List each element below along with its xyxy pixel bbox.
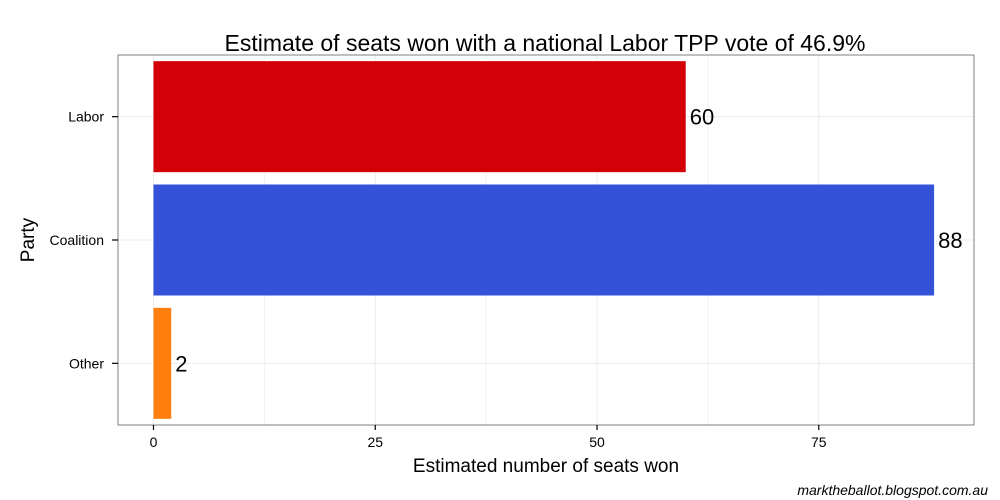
- y-axis: Labor Coalition Other: [50, 109, 118, 371]
- x-tick-label: 50: [589, 434, 605, 450]
- bars: [153, 61, 935, 419]
- y-tick-label: Labor: [68, 109, 104, 125]
- bar-other: [153, 307, 172, 419]
- data-labels: 60 88 2: [175, 105, 962, 377]
- x-axis-title: Estimated number of seats won: [413, 456, 679, 477]
- x-tick-label: 75: [811, 434, 827, 450]
- x-tick-label: 25: [367, 434, 383, 450]
- bar-labor: [153, 61, 686, 173]
- data-label-labor: 60: [690, 105, 714, 130]
- data-label-coalition: 88: [938, 228, 962, 253]
- x-axis: 0 25 50 75: [150, 425, 827, 450]
- bar-coalition: [153, 184, 935, 296]
- y-tick-label: Coalition: [50, 232, 104, 248]
- y-tick-label: Other: [69, 355, 104, 371]
- credit-text: marktheballot.blogspot.com.au: [797, 482, 988, 498]
- x-tick-label: 0: [150, 434, 158, 450]
- data-label-other: 2: [175, 351, 187, 376]
- y-axis-title: Party: [18, 217, 39, 262]
- chart-title: Estimate of seats won with a national La…: [225, 30, 866, 56]
